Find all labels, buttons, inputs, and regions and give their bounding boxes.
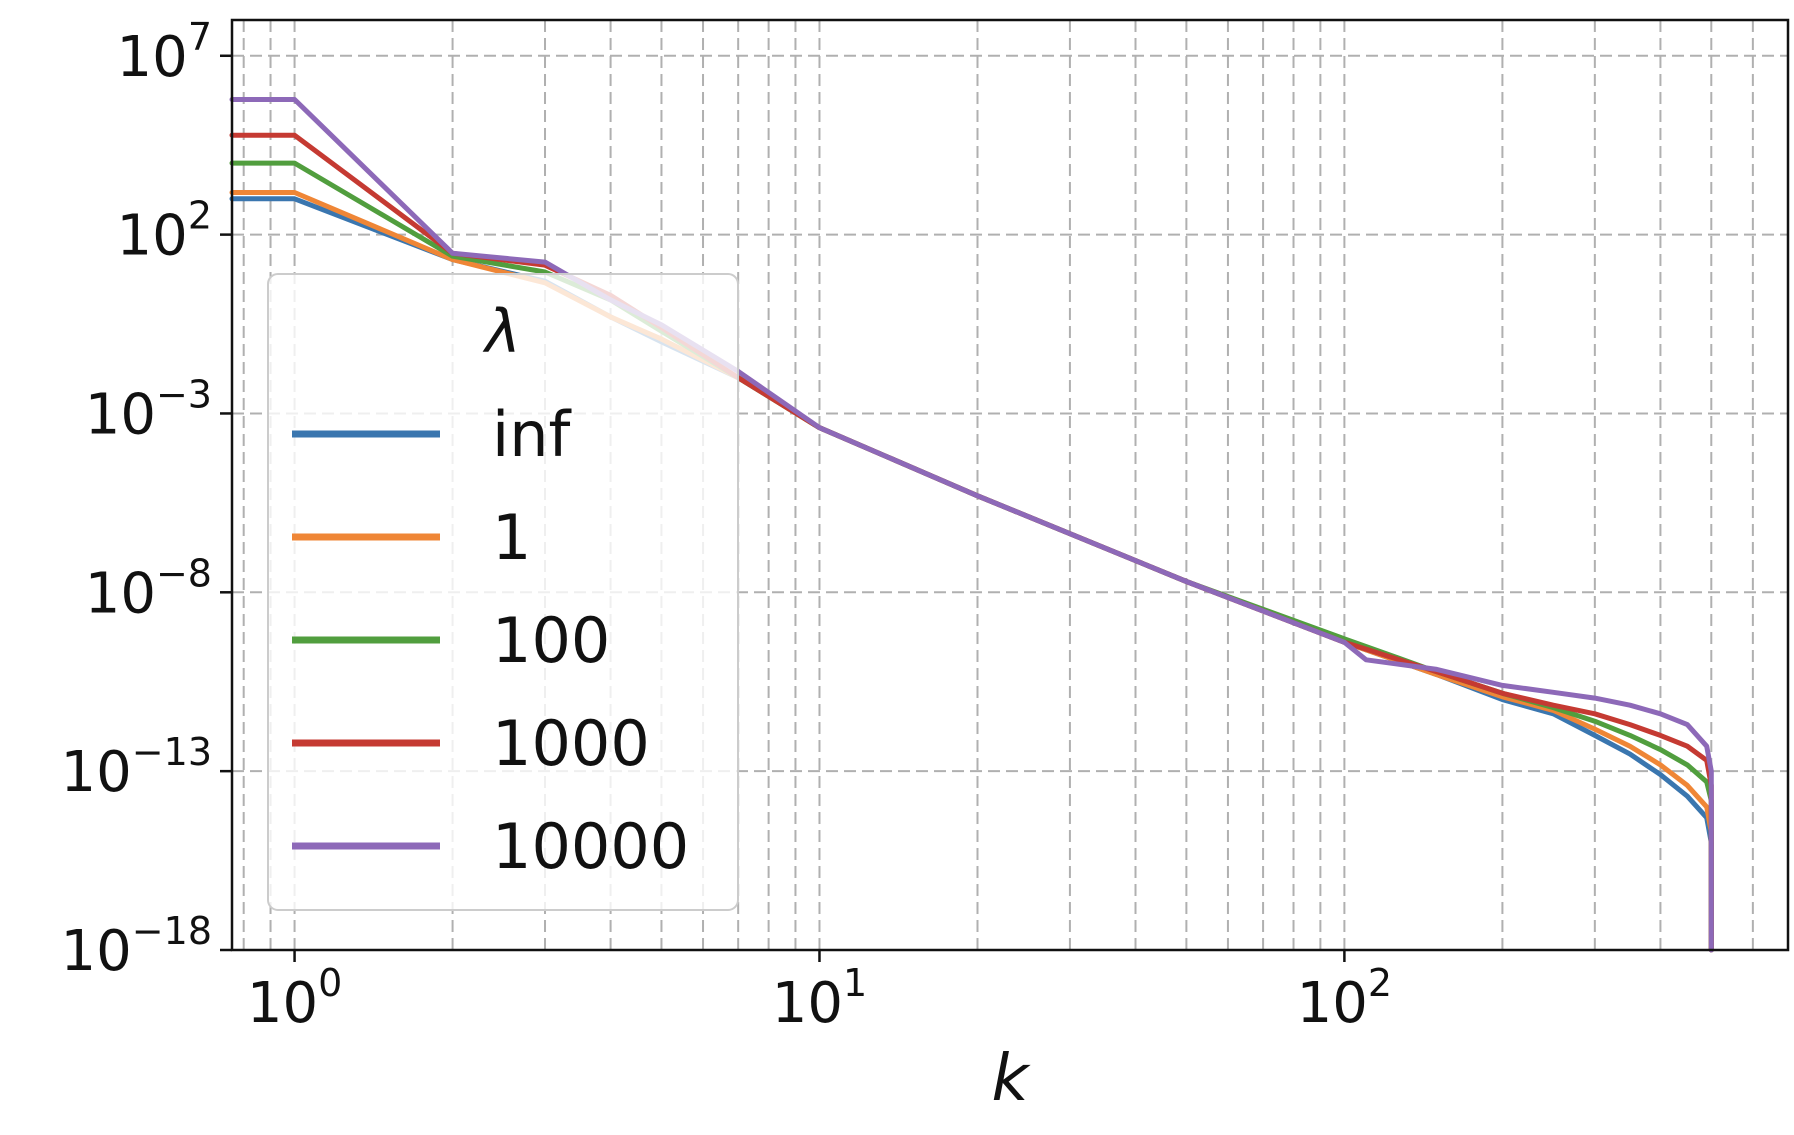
y-tick-label: 10−8 <box>85 551 212 626</box>
x-tick-label: 100 <box>247 961 342 1036</box>
ticks: 100 101 102 107 102 10−3 10−8 10−13 10−18 <box>61 15 1393 1036</box>
axes <box>230 18 1790 952</box>
x-tick-label: 102 <box>1297 961 1392 1036</box>
y-tick-label: 107 <box>117 15 212 90</box>
legend-label-10000: 10000 <box>492 810 689 883</box>
legend-label-1000: 1000 <box>492 707 650 780</box>
y-tick-label: 10−13 <box>61 730 212 805</box>
legend: λ inf 1 100 1000 10000 <box>267 273 739 911</box>
legend-title: λ <box>482 297 521 367</box>
y-tick-label: 10−18 <box>61 909 212 984</box>
x-tick-label: 101 <box>772 961 867 1036</box>
plot-frame <box>230 18 1790 952</box>
legend-label-inf: inf <box>492 398 573 471</box>
x-axis-label: k <box>991 1042 1031 1116</box>
legend-label-100: 100 <box>492 604 610 677</box>
legend-label-1: 1 <box>492 501 531 574</box>
y-tick-label: 10−3 <box>85 372 212 447</box>
y-tick-label: 102 <box>117 194 212 269</box>
